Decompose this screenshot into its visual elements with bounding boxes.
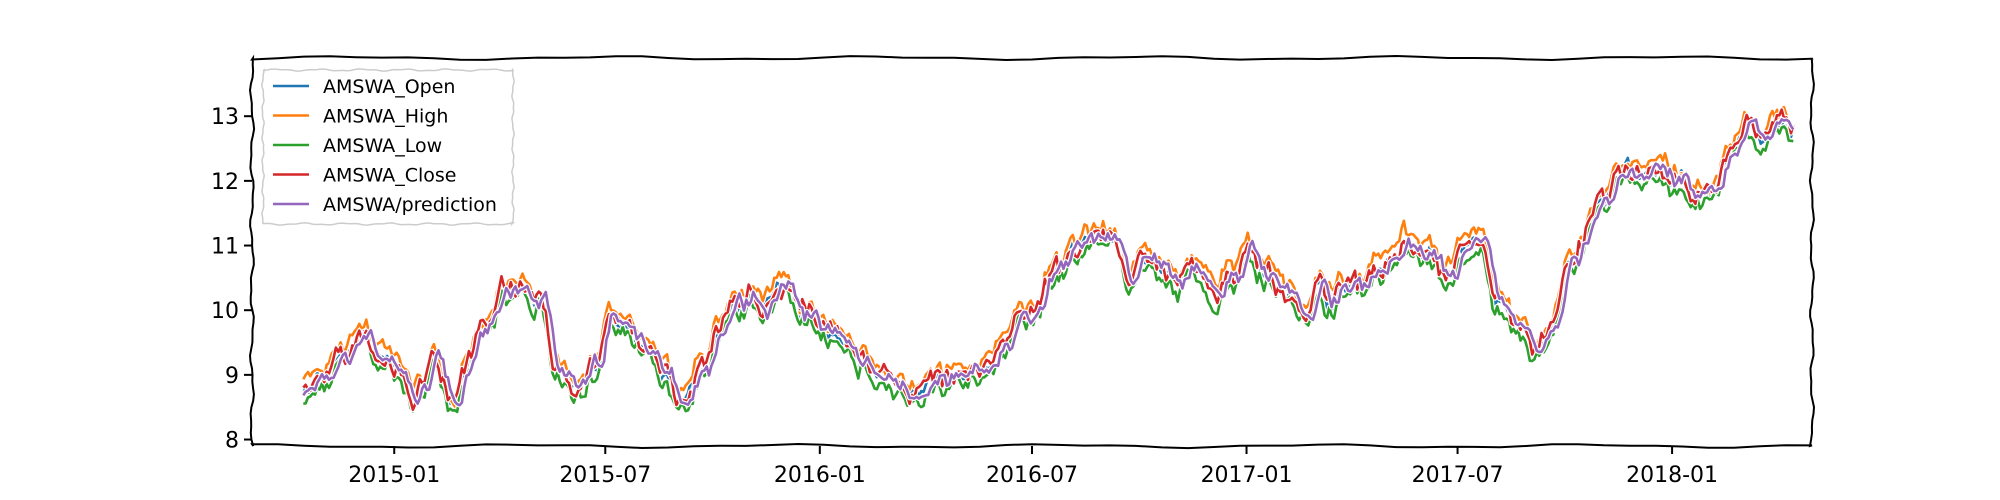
y-tick-label: 10 [211, 299, 239, 324]
x-tick-label: 2017-07 [1412, 463, 1504, 488]
legend-label: AMSWA_Close [323, 165, 456, 187]
legend-label: AMSWA_High [323, 106, 448, 128]
y-axis: 8 9 10 11 12 13 [211, 105, 252, 454]
y-tick-label: 13 [211, 105, 239, 130]
x-tick-label: 2016-01 [774, 463, 866, 488]
x-tick-label: 2015-01 [348, 463, 440, 488]
series-line-amswa-prediction [302, 118, 1795, 407]
legend-label: AMSWA_Low [323, 135, 442, 157]
y-tick-label: 8 [225, 429, 239, 454]
plot-frame [248, 54, 1816, 450]
x-tick-label: 2018-01 [1626, 463, 1718, 488]
series-layer [301, 104, 1796, 415]
y-tick-label: 11 [211, 235, 239, 260]
legend-label: AMSWA_Open [323, 76, 455, 98]
x-tick-label: 2017-01 [1201, 463, 1293, 488]
x-tick-label: 2016-07 [986, 463, 1078, 488]
y-tick-label: 12 [211, 170, 239, 195]
y-tick-label: 9 [225, 364, 239, 389]
x-axis: 2015-01 2015-07 2016-01 2016-07 2017-01 2017-… [348, 446, 1718, 488]
legend: AMSWA_Open AMSWA_High AMSWA_Low AMSWA_Close… [261, 67, 516, 227]
legend-label: AMSWA/prediction [323, 194, 497, 216]
legend-box [261, 67, 516, 227]
x-tick-label: 2015-07 [559, 463, 651, 488]
